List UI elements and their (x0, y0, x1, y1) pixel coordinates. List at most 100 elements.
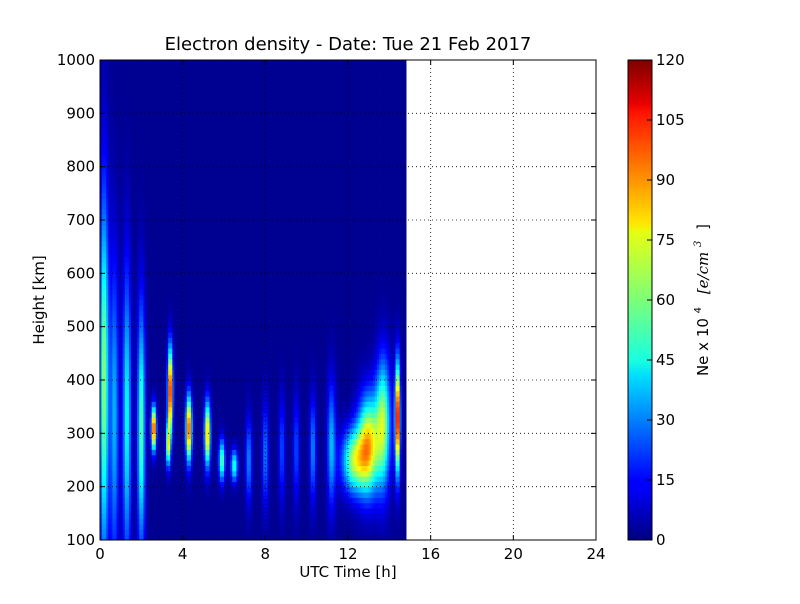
heatmap-cell (139, 332, 142, 338)
heatmap-cell (126, 481, 130, 488)
heatmap-cell (162, 118, 165, 125)
heatmap-cell (118, 257, 122, 264)
heatmap-cell (184, 193, 188, 200)
heatmap-cell (190, 193, 194, 200)
heatmap-cell (128, 524, 132, 530)
heatmap-cell (139, 300, 142, 306)
heatmap-cell (112, 145, 116, 152)
heatmap-cell (114, 172, 118, 178)
heatmap-cell (164, 273, 167, 280)
heatmap-cell (178, 401, 182, 408)
heatmap-cell (120, 140, 124, 146)
heatmap-cell (110, 166, 113, 173)
heatmap-cell (104, 534, 107, 540)
heatmap-cell (157, 198, 161, 205)
heatmap-cell (166, 97, 169, 104)
heatmap-cell (145, 337, 149, 344)
heatmap-cell (128, 321, 132, 328)
heatmap-cell (141, 108, 144, 114)
heatmap-cell (157, 134, 161, 141)
heatmap-cell (155, 300, 159, 306)
heatmap-cell (145, 241, 149, 248)
heatmap-cell (120, 513, 124, 520)
heatmap-cell (112, 76, 116, 82)
heatmap-cell (110, 492, 113, 498)
heatmap-cell (180, 182, 184, 189)
heatmap-cell (108, 236, 111, 242)
heatmap-cell (143, 396, 147, 402)
heatmap-cell (128, 220, 132, 226)
heatmap-cell (176, 534, 180, 540)
heatmap-cell (159, 225, 163, 232)
heatmap-cell (124, 193, 128, 200)
heatmap-cell (151, 422, 155, 429)
heatmap-cell (193, 369, 196, 376)
heatmap-cell (122, 118, 126, 125)
heatmap-cell (195, 209, 198, 216)
heatmap-cell (151, 188, 155, 194)
heatmap-cell (178, 177, 182, 184)
heatmap-cell (178, 529, 182, 536)
heatmap-cell (147, 214, 151, 221)
heatmap-cell (110, 60, 113, 66)
heatmap-cell (104, 470, 107, 477)
heatmap-cell (106, 182, 109, 189)
heatmap-cell (147, 444, 151, 450)
heatmap-cell (118, 188, 122, 194)
heatmap-cell (135, 497, 138, 504)
heatmap-cell (180, 81, 184, 88)
heatmap-cell (188, 134, 192, 141)
heatmap-cell (126, 86, 130, 93)
heatmap-cell (108, 257, 111, 264)
heatmap-cell (195, 102, 198, 109)
heatmap-cell (112, 129, 116, 136)
heatmap-cell (100, 534, 103, 540)
heatmap-cell (112, 161, 116, 168)
heatmap-cell (147, 161, 151, 168)
heatmap-cell (147, 92, 151, 98)
heatmap-cell (141, 193, 144, 200)
heatmap-cell (135, 220, 138, 226)
heatmap-cell (128, 492, 132, 498)
heatmap-cell (102, 150, 105, 157)
heatmap-cell (159, 401, 163, 408)
heatmap-cell (170, 150, 173, 157)
heatmap-cell (112, 60, 116, 66)
heatmap-cell (174, 273, 178, 280)
heatmap-cell (100, 252, 103, 258)
heatmap-cell (176, 449, 180, 456)
heatmap-cell (110, 113, 113, 120)
heatmap-cell (133, 172, 136, 178)
heatmap-cell (102, 177, 105, 184)
heatmap-cell (172, 177, 175, 184)
heatmap-cell (112, 417, 116, 424)
heatmap-cell (168, 113, 171, 120)
heatmap-cell (197, 337, 200, 344)
heatmap-cell (197, 470, 200, 477)
heatmap-cell (170, 417, 173, 424)
heatmap-cell (126, 476, 130, 482)
heatmap-cell (100, 380, 103, 386)
heatmap-cell (145, 209, 149, 216)
heatmap-cell (170, 513, 173, 520)
heatmap-cell (104, 492, 107, 498)
heatmap-cell (143, 177, 147, 184)
heatmap-cell (197, 444, 200, 450)
heatmap-cell (193, 166, 196, 173)
heatmap-cell (106, 433, 109, 440)
heatmap-cell (172, 444, 175, 450)
heatmap-cell (110, 401, 113, 408)
heatmap-cell (120, 252, 124, 258)
heatmap-cell (174, 497, 178, 504)
heatmap-cell (176, 102, 180, 109)
heatmap-cell (122, 492, 126, 498)
heatmap-cell (137, 518, 140, 525)
heatmap-cell (139, 65, 142, 72)
heatmap-cell (139, 209, 142, 216)
heatmap-cell (110, 198, 113, 205)
heatmap-cell (172, 486, 175, 493)
heatmap-cell (162, 134, 165, 141)
heatmap-cell (116, 305, 120, 312)
heatmap-cell (143, 454, 147, 461)
heatmap-cell (162, 401, 165, 408)
